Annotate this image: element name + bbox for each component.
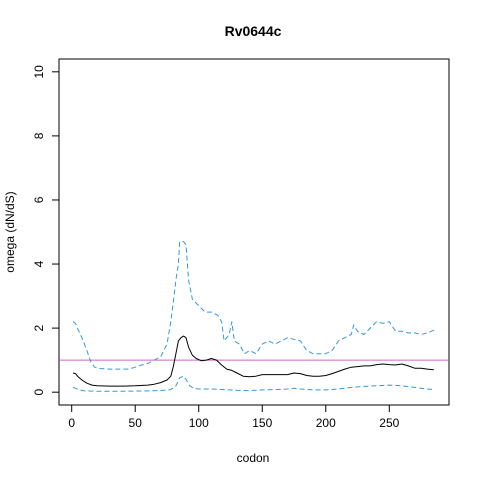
lower-bound-line [72, 375, 436, 392]
y-axis-label: omega (dN/dS) [3, 191, 17, 272]
x-tick-label: 0 [68, 416, 75, 430]
x-axis: 0 50 100 150 200 250 [68, 404, 400, 430]
upper-bound-line [72, 241, 436, 370]
y-tick-label: 2 [32, 324, 46, 331]
y-axis: 0 2 4 6 8 10 [32, 65, 60, 396]
x-axis-label: codon [237, 451, 270, 465]
x-tick-label: 250 [379, 416, 399, 430]
chart-title: Rv0644c [225, 23, 282, 39]
x-tick-label: 50 [129, 416, 143, 430]
y-tick-label: 10 [32, 65, 46, 79]
y-tick-label: 0 [32, 389, 46, 396]
x-tick-label: 150 [252, 416, 272, 430]
y-tick-label: 6 [32, 196, 46, 203]
x-tick-label: 200 [316, 416, 336, 430]
y-tick-label: 8 [32, 132, 46, 139]
y-tick-label: 4 [32, 260, 46, 267]
estimate-line [72, 335, 434, 387]
series-layer [59, 241, 449, 392]
x-tick-label: 100 [189, 416, 209, 430]
